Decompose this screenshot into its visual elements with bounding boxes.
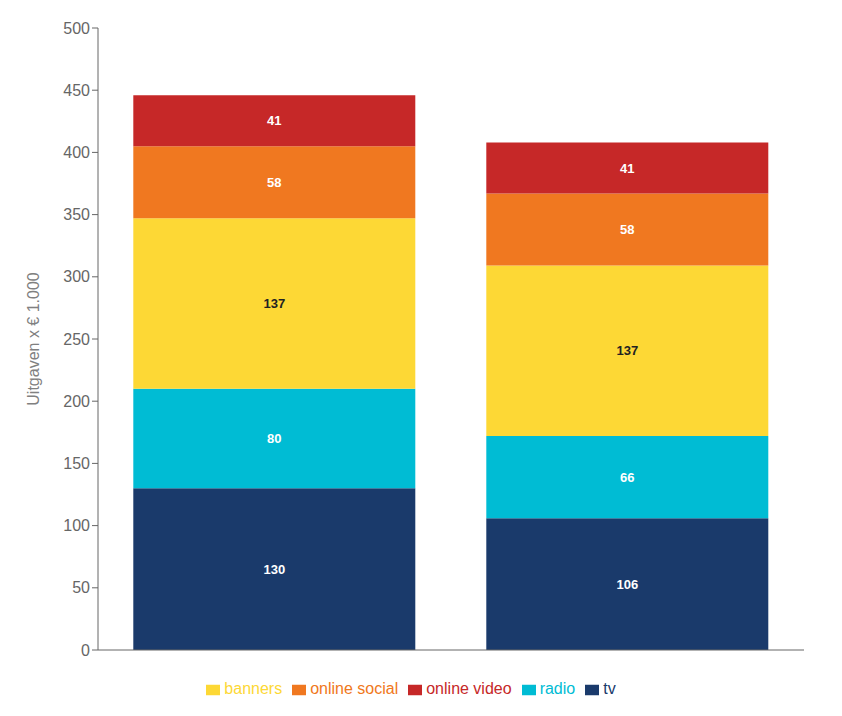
svg-text:80: 80 xyxy=(267,431,281,446)
svg-text:41: 41 xyxy=(620,161,634,176)
svg-text:41: 41 xyxy=(267,113,281,128)
svg-text:58: 58 xyxy=(267,175,281,190)
svg-text:150: 150 xyxy=(63,455,90,472)
html-text:online video: online video xyxy=(426,680,512,697)
html-text:radio: radio xyxy=(539,680,576,697)
svg-text:Uitgaven x € 1.000: Uitgaven x € 1.000 xyxy=(25,272,42,406)
svg-text:0: 0 xyxy=(81,642,90,659)
svg-text:58: 58 xyxy=(620,222,634,237)
svg-text:350: 350 xyxy=(63,206,90,223)
html-text:tv: tv xyxy=(603,680,616,697)
html-text:online social: online social xyxy=(310,680,399,697)
svg-text:130: 130 xyxy=(263,562,285,577)
svg-text:137: 137 xyxy=(263,296,285,311)
svg-text:137: 137 xyxy=(616,343,638,358)
svg-text:450: 450 xyxy=(63,82,90,99)
svg-text:106: 106 xyxy=(616,577,638,592)
svg-text:100: 100 xyxy=(63,517,90,534)
svg-text:250: 250 xyxy=(63,331,90,348)
html-text:banners: banners xyxy=(224,680,283,697)
svg-text:200: 200 xyxy=(63,393,90,410)
svg-text:66: 66 xyxy=(620,470,634,485)
svg-text:50: 50 xyxy=(72,579,90,596)
svg-text:300: 300 xyxy=(63,268,90,285)
svg-text:400: 400 xyxy=(63,144,90,161)
svg-text:500: 500 xyxy=(63,20,90,37)
